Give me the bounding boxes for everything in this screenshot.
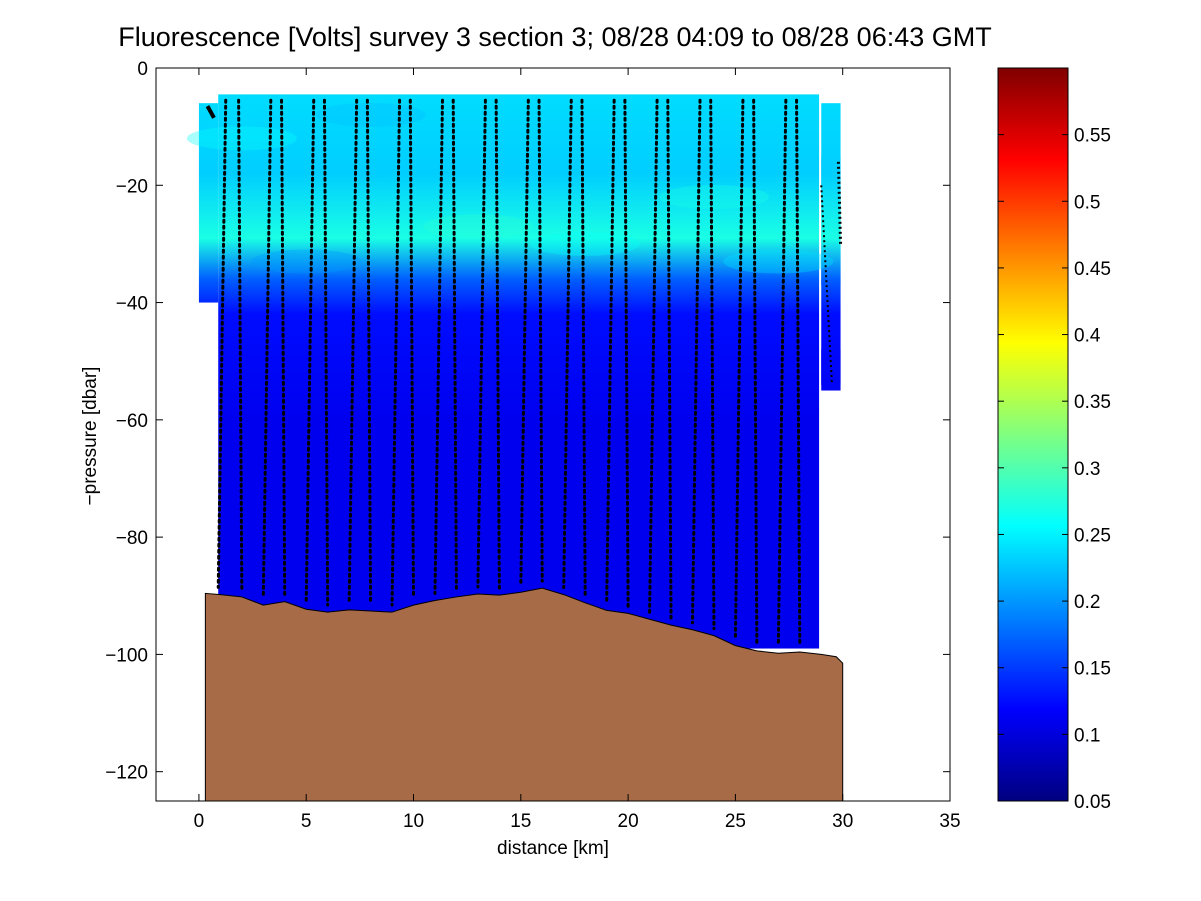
cast-profile xyxy=(365,98,373,606)
chart-title: Fluorescence [Volts] survey 3 section 3;… xyxy=(118,22,992,52)
colorbar-tick-label: 0.4 xyxy=(1074,326,1101,347)
cast-profile xyxy=(205,105,216,119)
colorbar-tick-label: 0.45 xyxy=(1074,259,1111,280)
colorbar-tick-label: 0.2 xyxy=(1074,592,1100,613)
colorbar-ticks: 0.05 0.1 0.15 0.2 0.25 0.3 0.35 0.4 0.45 0.5 0.55 xyxy=(998,126,1111,813)
cast-profile xyxy=(733,98,745,641)
x-axis: 0 5 10 15 20 25 30 35 xyxy=(194,68,961,832)
cast-profile xyxy=(408,98,416,600)
colorbar-tick-label: 0.25 xyxy=(1074,525,1111,546)
field-region xyxy=(198,103,219,303)
x-axis-label: distance [km] xyxy=(497,838,609,859)
x-tick-label: 10 xyxy=(403,811,424,832)
y-tick-label: −80 xyxy=(116,528,148,549)
y-axis-label: −pressure [dbar] xyxy=(80,367,101,506)
cast-profile xyxy=(820,185,833,385)
cast-profile xyxy=(390,98,402,607)
x-tick-label: 35 xyxy=(939,811,960,832)
colorbar-tick-label: 0.15 xyxy=(1074,659,1111,680)
field-region xyxy=(821,349,841,385)
cast-profiles xyxy=(205,98,843,648)
cast-profile xyxy=(494,98,501,590)
y-tick-label: −60 xyxy=(116,411,148,432)
cast-profile xyxy=(836,161,843,244)
cast-profile xyxy=(347,98,359,605)
cast-profile xyxy=(709,98,716,631)
cast-profile xyxy=(795,98,802,647)
cast-profile xyxy=(605,98,616,605)
colorbar-tick-label: 0.5 xyxy=(1074,192,1100,213)
cast-profile xyxy=(648,98,659,614)
field-patch xyxy=(251,249,362,274)
cast-profile xyxy=(666,98,673,620)
field-patch xyxy=(723,249,834,274)
cast-profile xyxy=(537,98,544,583)
cast-profile xyxy=(280,98,287,597)
cast-profile xyxy=(476,98,487,589)
cast-profile xyxy=(322,98,330,607)
plot-frame xyxy=(155,67,951,802)
cast-profile xyxy=(261,98,273,600)
cast-profile xyxy=(519,98,530,587)
x-tick-label: 25 xyxy=(725,811,746,832)
cast-profile xyxy=(216,98,228,589)
x-tick-label: 30 xyxy=(832,811,853,832)
field-patch xyxy=(658,185,769,210)
y-tick-label: −20 xyxy=(116,176,148,197)
cast-profile xyxy=(752,98,759,646)
cast-profile xyxy=(623,98,630,608)
field-patch xyxy=(422,214,533,239)
colorbar-tick-label: 0.35 xyxy=(1074,392,1111,413)
y-tick-label: −40 xyxy=(116,294,148,315)
x-tick-label: 5 xyxy=(301,811,312,832)
colorbar-tick-label: 0.55 xyxy=(1074,126,1111,147)
fluorescence-field xyxy=(186,94,841,649)
field-patch xyxy=(530,231,641,256)
cast-profile xyxy=(690,98,702,625)
colorbar-tick-label: 0.3 xyxy=(1074,459,1100,480)
colorbar-scale xyxy=(997,67,1069,802)
x-tick-label: 15 xyxy=(510,811,531,832)
field-region xyxy=(821,155,841,285)
cast-profile xyxy=(451,98,458,592)
cast-profile xyxy=(433,98,444,595)
colorbar-tick-label: 0.05 xyxy=(1074,792,1111,813)
y-tick-label: −100 xyxy=(105,645,148,666)
y-tick-label: −120 xyxy=(105,763,148,784)
field-region xyxy=(218,94,820,649)
colorbar: 0.05 0.1 0.15 0.2 0.25 0.3 0.35 0.4 0.45 0.5 0.55 xyxy=(997,67,1111,813)
cast-profile xyxy=(776,98,788,648)
x-tick-label: 0 xyxy=(194,811,205,832)
y-tick-label: 0 xyxy=(137,59,148,80)
x-tick-label: 20 xyxy=(618,811,639,832)
colorbar-tick-label: 0.1 xyxy=(1074,725,1100,746)
cast-profile xyxy=(580,98,587,598)
cast-profile xyxy=(304,98,316,604)
y-axis: 0 −20 −40 −60 −80 −100 −120 xyxy=(105,59,950,784)
cast-profile xyxy=(562,98,573,590)
seabed-bathymetry xyxy=(204,587,844,802)
cast-profile xyxy=(237,98,244,592)
